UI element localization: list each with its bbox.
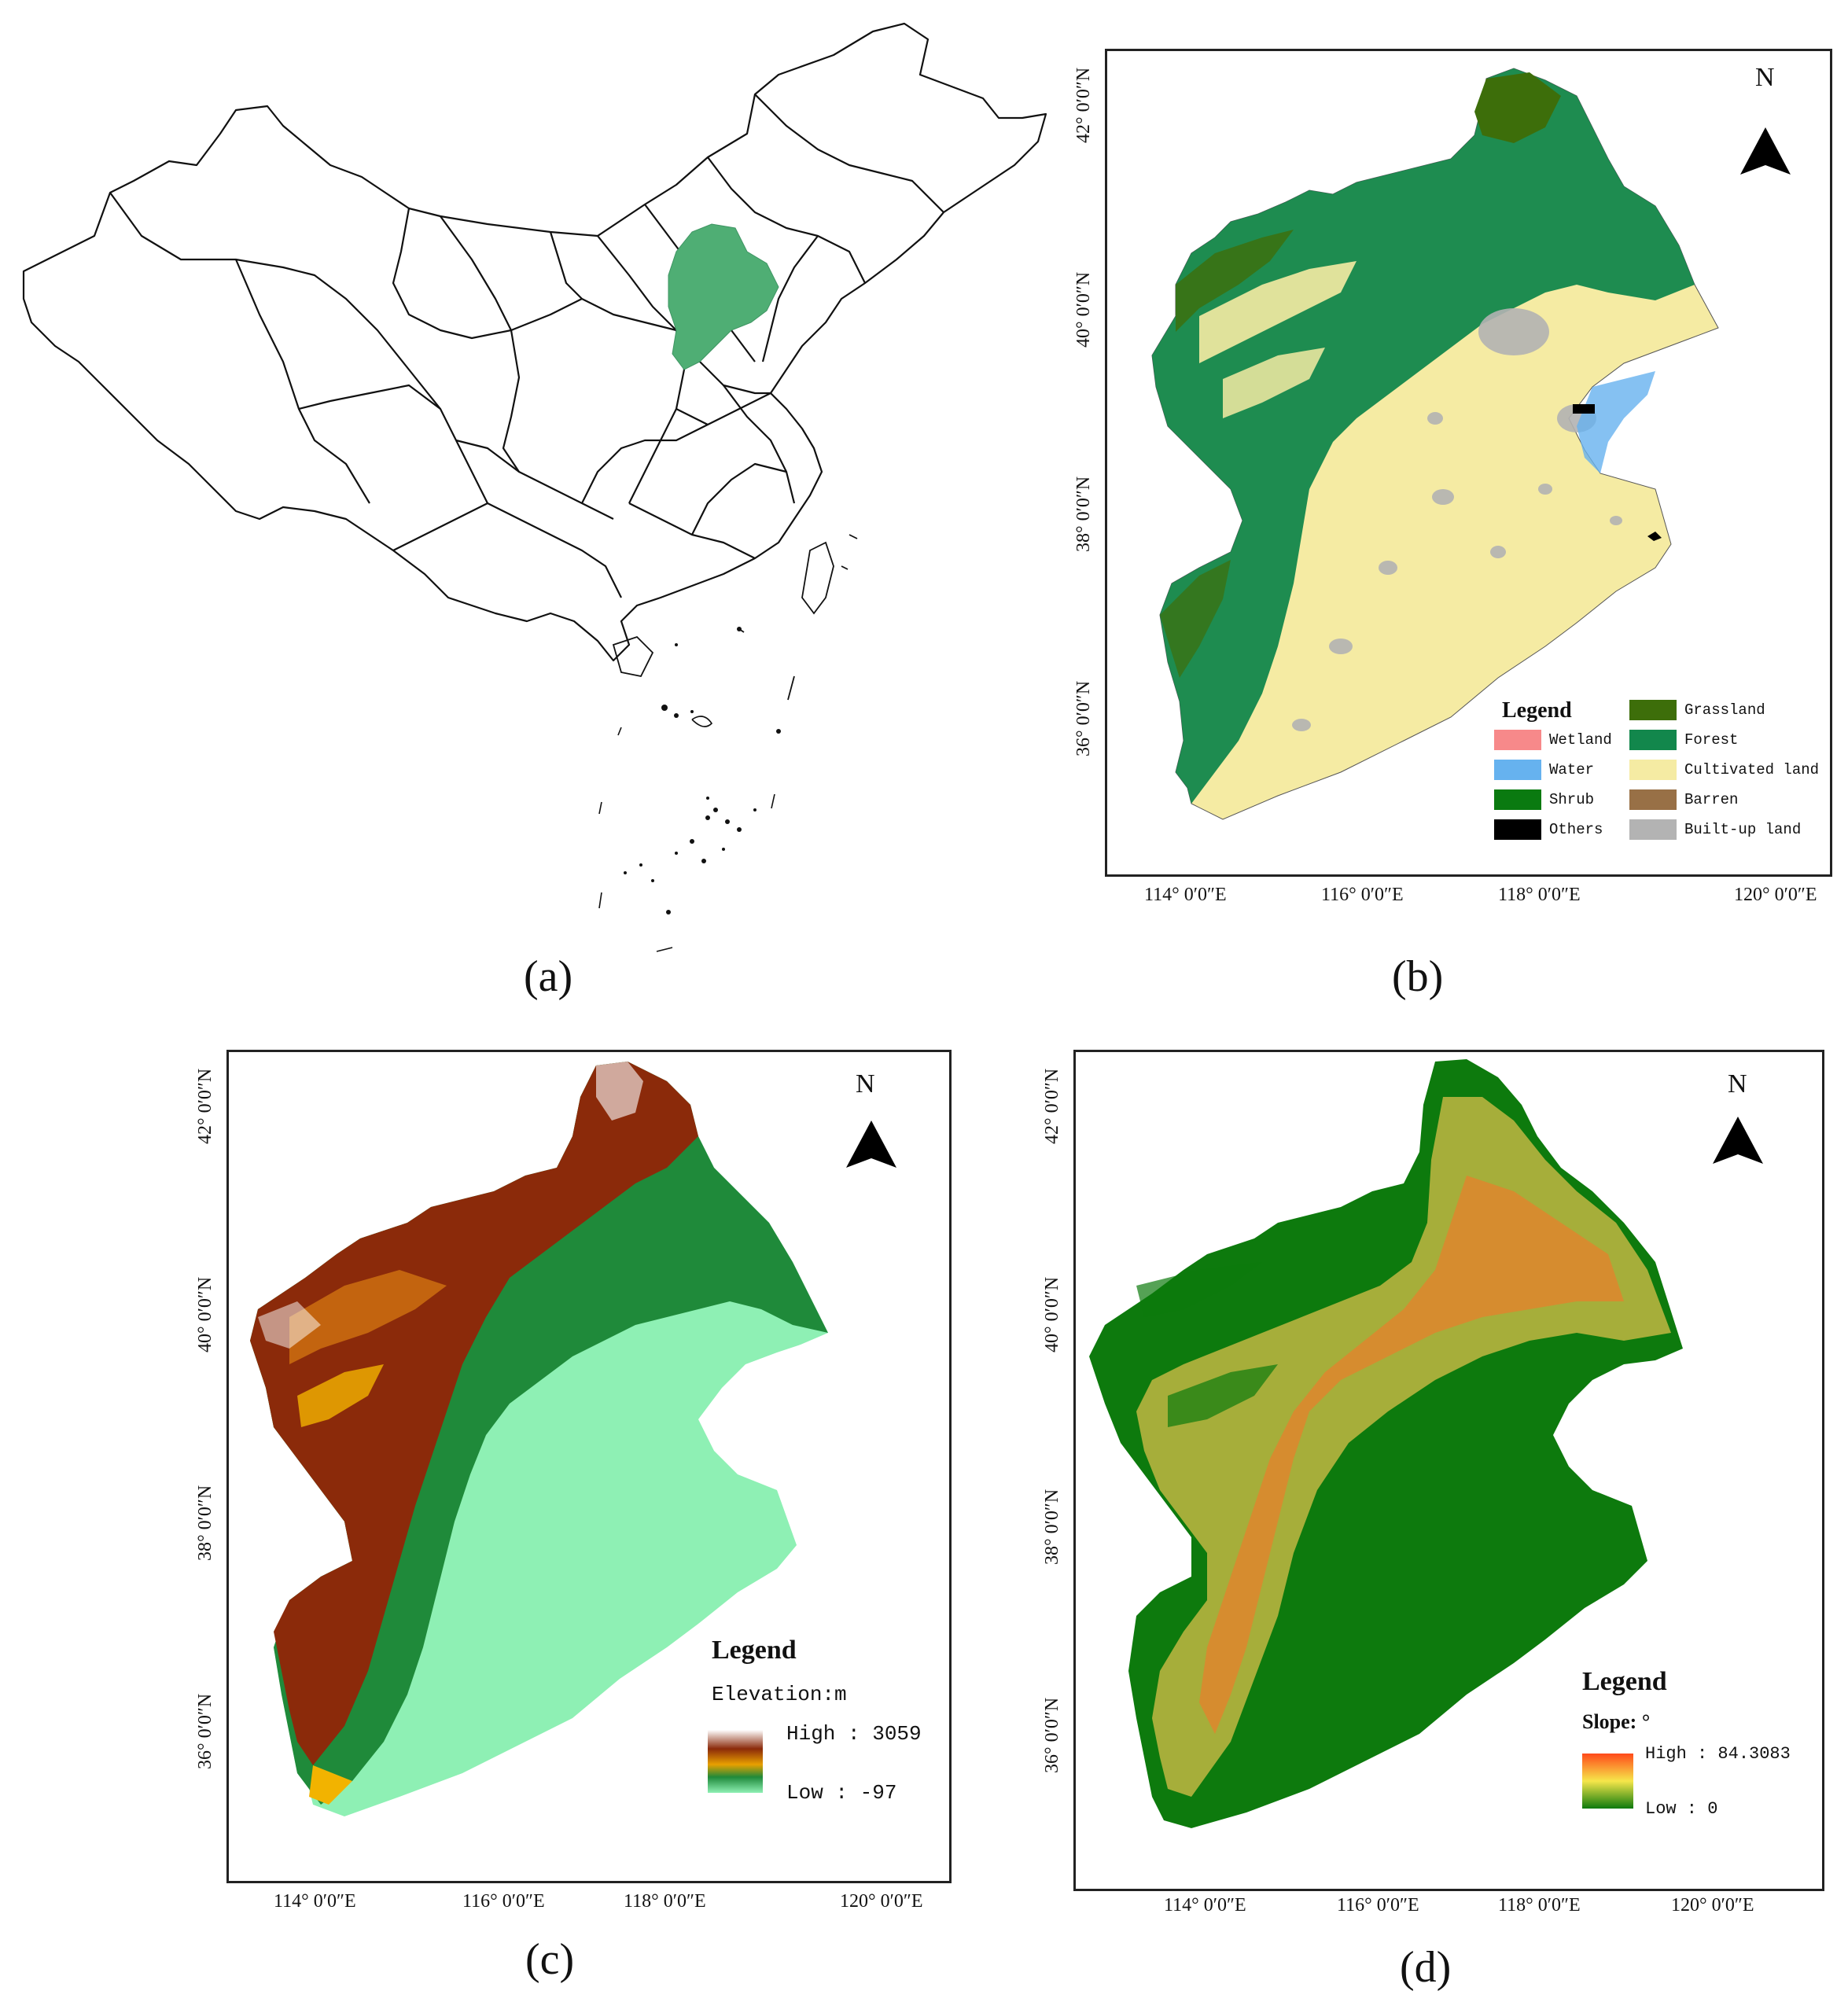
legend-b-item: Shrub	[1494, 789, 1594, 810]
legend-b-label: Cultivated land	[1684, 761, 1820, 778]
d-y-ticks: 42° 0′0″N 40° 0′0″N 38° 0′0″N 36° 0′0″N	[1042, 1050, 1073, 1891]
d-xtick-2: 118° 0′0″E	[1498, 1895, 1581, 1915]
legend-b-item: Grassland	[1629, 700, 1765, 720]
legend-b-item: Built-up land	[1629, 819, 1801, 840]
slope-map	[1089, 1059, 1763, 1828]
legend-b-title: Legend	[1502, 698, 1572, 723]
b-ytick-1: 40° 0′0″N	[1073, 271, 1094, 348]
legend-c-title: Legend	[712, 1636, 797, 1665]
legend-b-item: Others	[1494, 819, 1603, 840]
b-ytick-2: 38° 0′0″N	[1073, 476, 1094, 552]
d-ytick-2: 38° 0′0″N	[1042, 1489, 1062, 1565]
legend-b-label: Shrub	[1549, 791, 1595, 808]
legend-d-low: Low : 0	[1645, 1799, 1718, 1819]
legend-b-label: Built-up land	[1684, 821, 1802, 838]
legend-b-swatch	[1494, 819, 1541, 840]
legend-d-high: High : 84.3083	[1645, 1744, 1791, 1764]
legend-b-swatch	[1494, 789, 1541, 810]
china-outline-map	[22, 22, 1047, 952]
c-ytick-2: 38° 0′0″N	[195, 1485, 215, 1561]
legend-b-swatch	[1629, 730, 1677, 750]
legend-c-high: High : 3059	[786, 1722, 922, 1746]
legend-b: Legend Wetland Water Shrub Others Grassland F…	[1494, 692, 1824, 849]
b-xtick-1: 116° 0′0″E	[1321, 885, 1404, 905]
d-xtick-0: 114° 0′0″E	[1164, 1895, 1246, 1915]
panel-a	[0, 0, 1085, 975]
landuse-map	[1151, 68, 1791, 820]
legend-b-swatch	[1629, 760, 1677, 780]
caption-d: (d)	[1400, 1943, 1452, 1992]
d-x-ticks: 114° 0′0″E 116° 0′0″E 118° 0′0″E 120° 0′…	[1073, 1895, 1824, 1927]
c-xtick-1: 116° 0′0″E	[462, 1891, 545, 1912]
b-xtick-0: 114° 0′0″E	[1144, 885, 1227, 905]
north-label-b: N	[1755, 63, 1775, 92]
north-arrow	[1740, 127, 1791, 175]
legend-b-label: Forest	[1684, 731, 1739, 749]
legend-b-item: Wetland	[1494, 730, 1612, 750]
c-y-ticks: 42° 0′0″N 40° 0′0″N 38° 0′0″N 36° 0′0″N	[195, 1050, 226, 1883]
legend-b-item: Cultivated land	[1629, 760, 1819, 780]
legend-c-subtitle: Elevation:m	[712, 1683, 847, 1706]
c-ytick-3: 36° 0′0″N	[195, 1693, 215, 1769]
c-ytick-0: 42° 0′0″N	[195, 1068, 215, 1144]
slope-ramp-box	[1582, 1754, 1633, 1809]
d-xtick-3: 120° 0′0″E	[1671, 1895, 1754, 1915]
c-x-ticks: 114° 0′0″E 116° 0′0″E 118° 0′0″E 120° 0′…	[226, 1891, 952, 1923]
elevation-map	[250, 1062, 896, 1816]
legend-b-label: Others	[1549, 821, 1603, 838]
caption-b: (b)	[1392, 952, 1444, 1001]
b-x-ticks: 114° 0′0″E 116° 0′0″E 118° 0′0″E 120° 0′…	[1105, 885, 1832, 916]
highlight-region	[668, 223, 779, 370]
legend-c-low: Low : -97	[786, 1781, 897, 1805]
c-xtick-3: 120° 0′0″E	[840, 1891, 923, 1912]
d-ytick-1: 40° 0′0″N	[1042, 1276, 1062, 1352]
legend-b-label: Wetland	[1549, 731, 1612, 749]
north-label-d: N	[1728, 1069, 1747, 1099]
d-xtick-1: 116° 0′0″E	[1337, 1895, 1419, 1915]
legend-d-subtitle: Slope: °	[1582, 1710, 1651, 1733]
d-ytick-3: 36° 0′0″N	[1042, 1697, 1062, 1773]
north-arrow	[846, 1121, 896, 1168]
legend-b-item: Water	[1494, 760, 1594, 780]
legend-d-title: Legend	[1582, 1667, 1667, 1696]
b-xtick-2: 118° 0′0″E	[1498, 885, 1581, 905]
legend-b-swatch	[1494, 730, 1541, 750]
legend-b-label: Grassland	[1684, 701, 1765, 719]
c-xtick-0: 114° 0′0″E	[274, 1891, 356, 1912]
c-ytick-1: 40° 0′0″N	[195, 1276, 215, 1352]
d-ytick-0: 42° 0′0″N	[1042, 1068, 1062, 1144]
b-xtick-3: 120° 0′0″E	[1734, 885, 1817, 905]
legend-b-item: Barren	[1629, 789, 1738, 810]
legend-b-swatch	[1494, 760, 1541, 780]
legend-b-swatch	[1629, 789, 1677, 810]
b-y-ticks: 42° 0′0″N 40° 0′0″N 38° 0′0″N 36° 0′0″N	[1073, 49, 1105, 877]
legend-b-swatch	[1629, 819, 1677, 840]
north-arrow	[1713, 1117, 1763, 1164]
caption-a: (a)	[524, 952, 573, 1001]
elevation-ramp	[708, 1730, 763, 1793]
b-ytick-3: 36° 0′0″N	[1073, 680, 1094, 756]
legend-b-swatch	[1629, 700, 1677, 720]
legend-b-label: Barren	[1684, 791, 1739, 808]
legend-b-item: Forest	[1629, 730, 1738, 750]
north-label-c: N	[856, 1069, 875, 1099]
c-xtick-2: 118° 0′0″E	[624, 1891, 706, 1912]
caption-c: (c)	[525, 1935, 575, 1984]
b-ytick-0: 42° 0′0″N	[1073, 67, 1094, 143]
china-border	[22, 22, 1047, 662]
legend-b-label: Water	[1549, 761, 1595, 778]
